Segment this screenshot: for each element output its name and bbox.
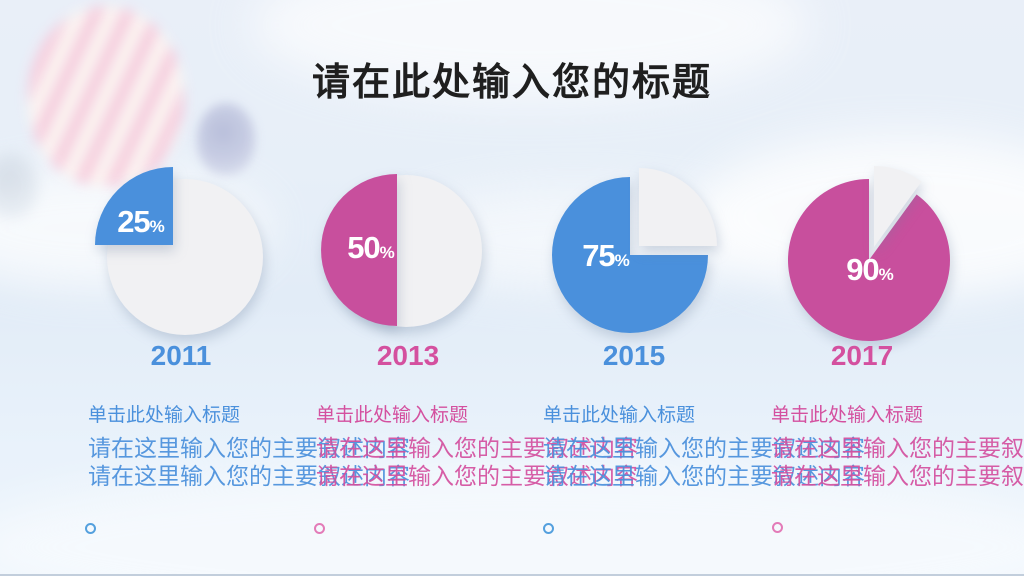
column-body-line: 请在这里输入您的主要叙述内容 [88,435,410,461]
percent-label-2013: 50% [347,230,395,265]
year-label-2013: 2013 [376,340,440,371]
column-body-line: 请在这里输入您的主要叙述内容 [771,435,1024,461]
percent-label-2017: 90% [846,252,894,287]
percent-label-2015: 75% [582,238,630,273]
column-body-line: 请在这里输入您的主要叙述内容 [88,463,410,489]
column-body-line: 请在这里输入您的主要叙述内容 [316,463,638,489]
hot-air-balloon-icon [0,152,38,218]
year-label-2011: 2011 [150,340,212,371]
bullet-dot [85,523,96,534]
column-heading: 单击此处输入标题 [543,405,696,426]
slide-title: 请在此处输入您的标题 [311,62,712,105]
hot-air-balloon-icon [197,103,255,175]
hot-air-balloon-icon [28,6,184,186]
column-heading: 单击此处输入标题 [771,405,924,426]
column-heading: 单击此处输入标题 [88,405,241,426]
column-body-line: 请在这里输入您的主要叙述内容 [771,463,1024,489]
slide-bottom-edge [0,574,1024,576]
bullet-dot [543,523,554,534]
column-body-line: 请在这里输入您的主要叙述内容 [543,463,865,489]
column-body-line: 请在这里输入您的主要叙述内容 [316,435,638,461]
year-label-2017: 2017 [830,340,894,371]
bullet-dot [314,523,325,534]
column-body-line: 请在这里输入您的主要叙述内容 [543,435,865,461]
percent-label-2011: 25% [117,204,165,239]
cloud [0,462,1024,576]
bullet-dot [772,522,783,533]
column-heading: 单击此处输入标题 [316,405,469,426]
year-label-2015: 2015 [602,340,666,371]
